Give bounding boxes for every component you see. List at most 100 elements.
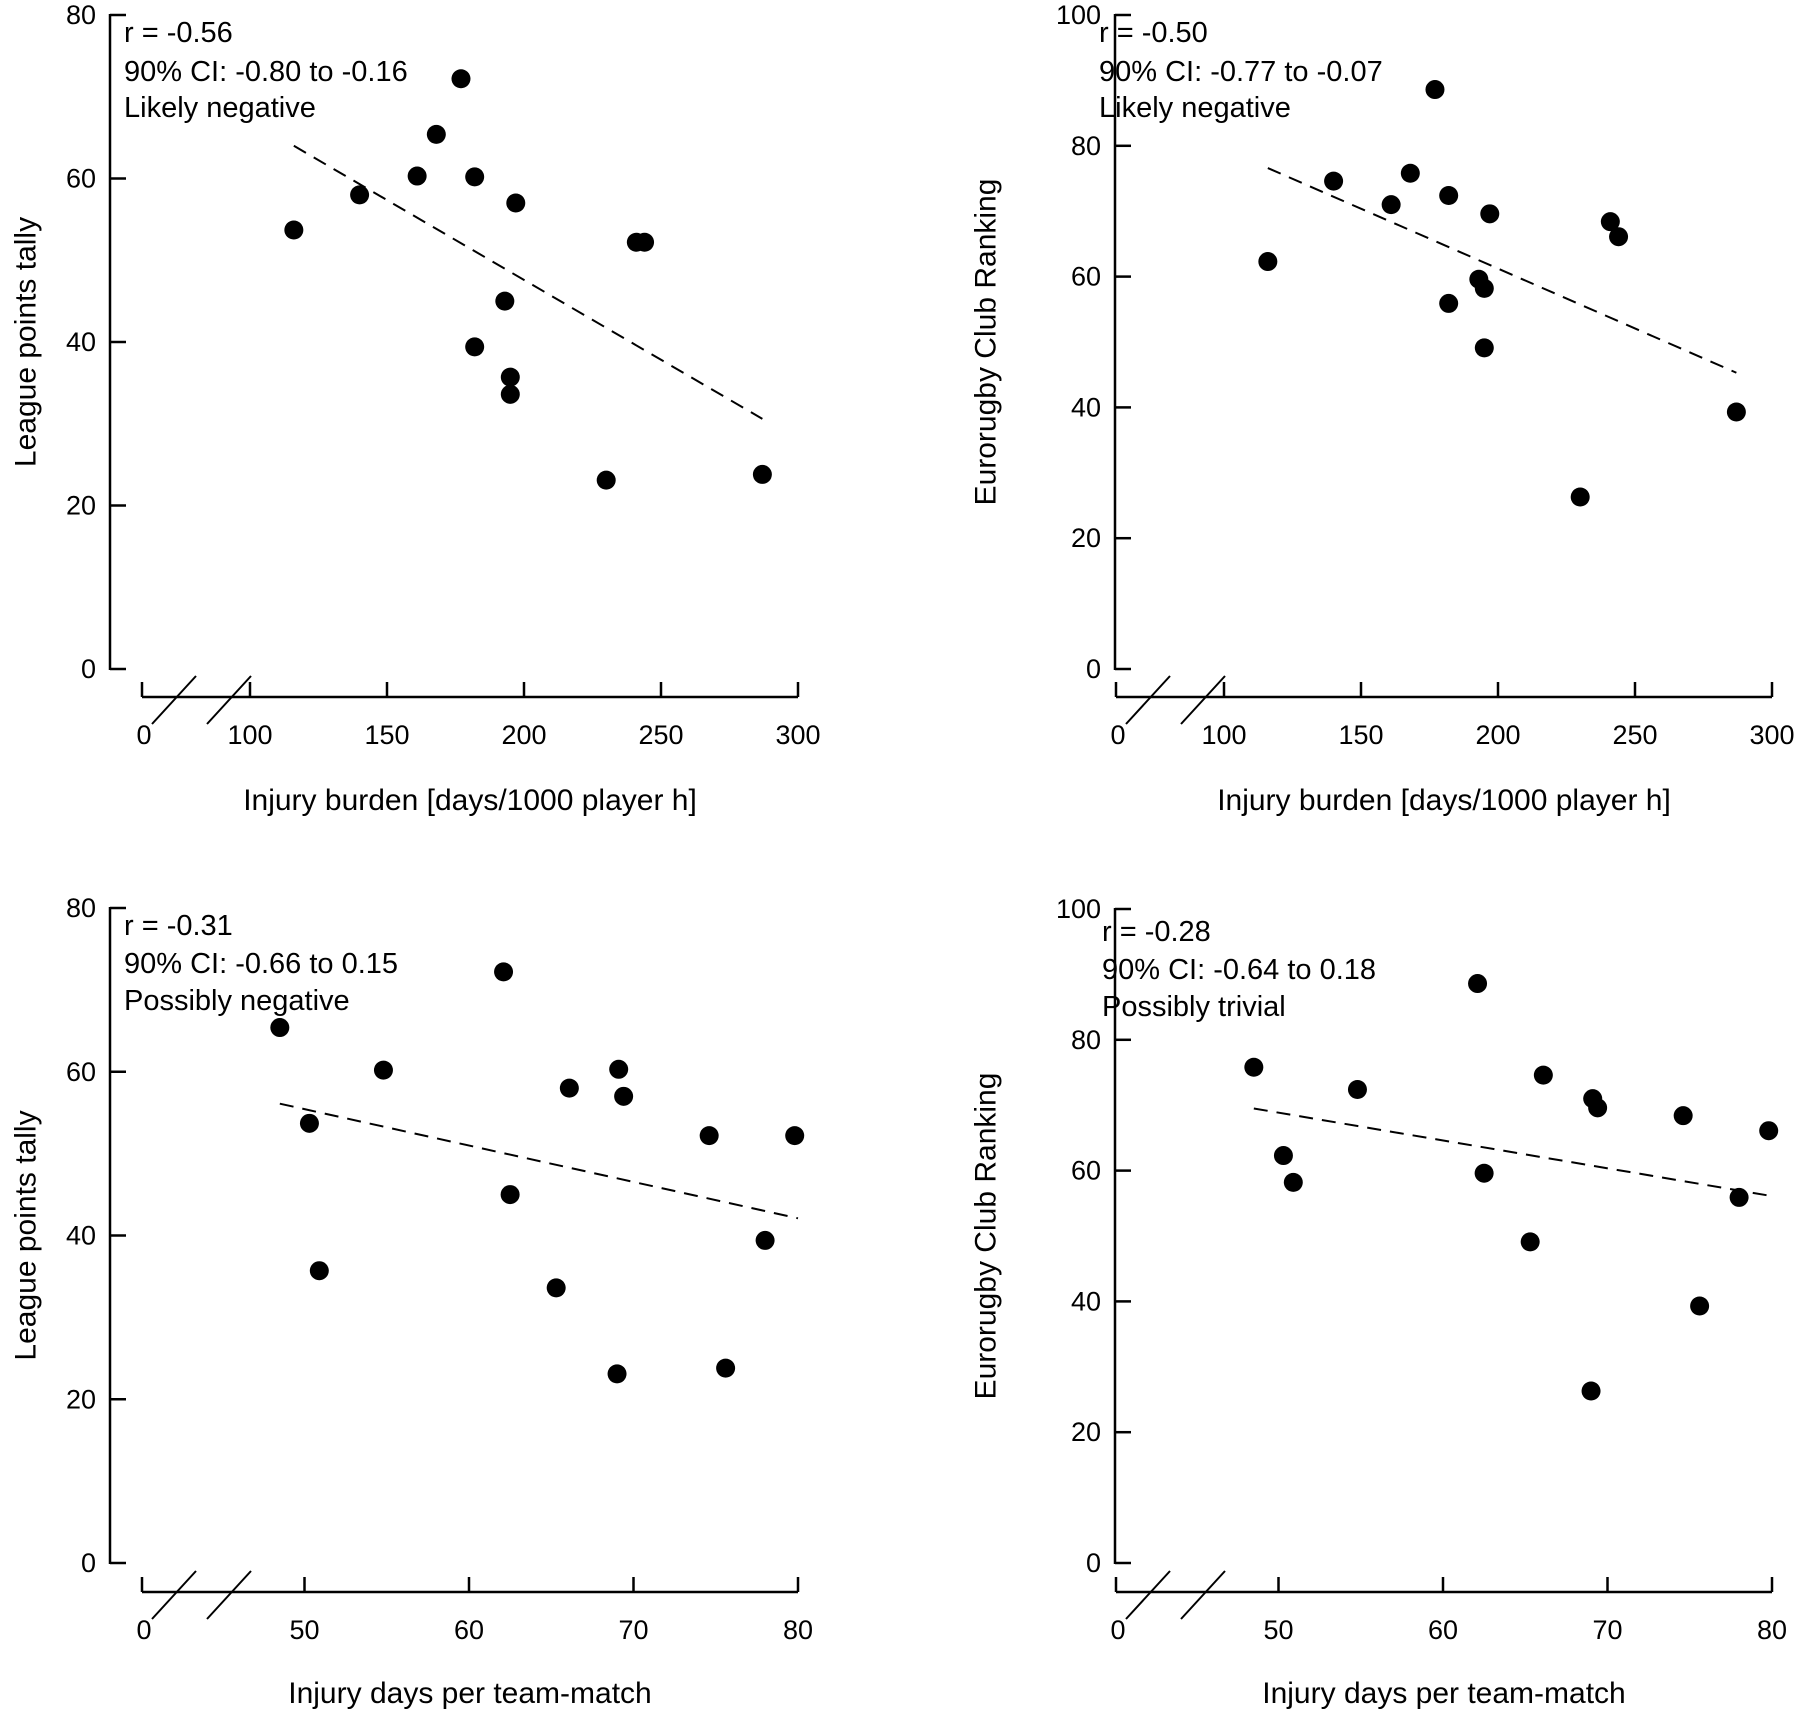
data-point xyxy=(614,1086,634,1106)
data-point xyxy=(407,166,427,186)
data-point xyxy=(495,291,515,311)
data-point xyxy=(546,1278,566,1298)
axis-break-mark xyxy=(1180,1570,1226,1620)
data-point xyxy=(1439,293,1459,313)
data-point xyxy=(1729,1187,1749,1207)
data-point xyxy=(1324,171,1344,191)
data-point xyxy=(1690,1296,1710,1316)
x-tick-label-zero: 0 xyxy=(136,720,151,750)
y-axis-label: League points tally xyxy=(10,1110,43,1360)
data-point xyxy=(635,232,655,252)
stats-annotation-line: Possibly negative xyxy=(124,985,350,1017)
axis-break-mark xyxy=(1125,675,1171,725)
data-point xyxy=(785,1126,805,1146)
chart-panel-b: 0 20 40 60 80 100 0 100 150 200 250 300 Injury burde… xyxy=(970,0,1795,817)
y-tick-label: 80 xyxy=(66,893,96,923)
y-tick-label: 20 xyxy=(1071,523,1101,553)
x-tick-label: 250 xyxy=(1612,720,1657,750)
x-tick-label: 100 xyxy=(227,720,272,750)
y-axis-label: Eurorugby Club Ranking xyxy=(970,179,1003,506)
data-point xyxy=(1400,163,1420,183)
x-tick-label-zero: 0 xyxy=(1110,1615,1125,1645)
y-tick-label: 80 xyxy=(1071,1025,1101,1055)
chart-panel-d: 0 20 40 60 80 100 0 50 60 70 80 Injury days per tea… xyxy=(970,894,1788,1710)
y-tick-label: 0 xyxy=(1086,654,1101,684)
x-tick-label: 150 xyxy=(364,720,409,750)
data-point xyxy=(1600,212,1620,232)
axis-break-mark xyxy=(206,1570,252,1620)
stats-annotation-line: Likely negative xyxy=(124,92,316,124)
y-tick-label: 20 xyxy=(66,491,96,521)
data-point xyxy=(1258,252,1278,272)
x-tick-label: 50 xyxy=(289,1615,319,1645)
data-point xyxy=(500,384,520,404)
x-tick-label: 70 xyxy=(618,1615,648,1645)
axis-break-mark xyxy=(1180,675,1226,725)
y-tick-label: 20 xyxy=(1071,1417,1101,1447)
data-point xyxy=(299,1113,319,1133)
stats-annotation-line: Likely negative xyxy=(1099,92,1291,124)
x-tick-label: 60 xyxy=(454,1615,484,1645)
stats-annotation-line: 90% CI: -0.77 to -0.07 xyxy=(1099,56,1383,88)
data-point xyxy=(506,193,526,213)
y-tick-label: 40 xyxy=(1071,1286,1101,1316)
data-point xyxy=(1759,1121,1779,1141)
x-tick-label: 250 xyxy=(638,720,683,750)
data-point xyxy=(426,124,446,144)
y-tick-label: 60 xyxy=(1071,262,1101,292)
trend-line xyxy=(279,1102,799,1220)
stats-annotation-line: r = -0.50 xyxy=(1099,17,1208,49)
y-tick-label: 60 xyxy=(66,164,96,194)
data-point xyxy=(1468,974,1488,994)
y-tick-label: 40 xyxy=(66,327,96,357)
data-point xyxy=(1273,1146,1293,1166)
x-tick-label-zero: 0 xyxy=(1110,720,1125,750)
x-tick-label: 80 xyxy=(1757,1615,1787,1645)
data-point xyxy=(1673,1106,1693,1126)
stats-annotation-line: 90% CI: -0.64 to 0.18 xyxy=(1102,954,1376,986)
data-point xyxy=(755,1230,775,1250)
data-point xyxy=(309,1261,329,1281)
x-tick-label: 80 xyxy=(783,1615,813,1645)
x-tick-label: 150 xyxy=(1338,720,1383,750)
stats-annotation-line: 90% CI: -0.66 to 0.15 xyxy=(124,948,398,980)
x-tick-label: 200 xyxy=(1475,720,1520,750)
data-point xyxy=(373,1060,393,1080)
stats-annotation-line: Possibly trivial xyxy=(1102,991,1286,1023)
stats-annotation-line: r = -0.56 xyxy=(124,17,233,49)
stats-annotation-line: r = -0.31 xyxy=(124,910,233,942)
data-point xyxy=(1474,278,1494,298)
y-tick-label: 80 xyxy=(66,0,96,30)
x-tick-label: 200 xyxy=(501,720,546,750)
y-tick-label: 0 xyxy=(81,1548,96,1578)
y-tick-label: 100 xyxy=(1056,0,1101,30)
axis-break-mark xyxy=(206,675,252,725)
y-axis-label: Eurorugby Club Ranking xyxy=(970,1073,1003,1400)
x-tick-label: 60 xyxy=(1428,1615,1458,1645)
x-tick-label-zero: 0 xyxy=(136,1615,151,1645)
y-tick-label: 20 xyxy=(66,1384,96,1414)
chart-panel-a: 0 20 40 60 80 0 100 150 200 250 300 Injury burden [… xyxy=(10,0,821,817)
trend-line xyxy=(1253,1107,1773,1198)
x-axis-label: Injury burden [days/1000 player h] xyxy=(243,784,697,817)
data-point xyxy=(284,220,304,240)
data-point xyxy=(1283,1172,1303,1192)
chart-panel-c: 0 20 40 60 80 0 50 60 70 80 Injury days per team-m… xyxy=(10,893,814,1710)
trend-line xyxy=(1267,167,1737,374)
data-point xyxy=(1381,195,1401,215)
data-point xyxy=(1347,1080,1367,1100)
data-point xyxy=(752,464,772,484)
data-point xyxy=(451,69,471,89)
data-point xyxy=(1474,1163,1494,1183)
data-point xyxy=(1588,1098,1608,1118)
y-tick-label: 80 xyxy=(1071,131,1101,161)
data-point xyxy=(1425,80,1445,100)
x-tick-label: 50 xyxy=(1263,1615,1293,1645)
data-point xyxy=(1533,1065,1553,1085)
x-axis-label: Injury days per team-match xyxy=(288,1677,651,1710)
data-point xyxy=(500,1185,520,1205)
data-point xyxy=(1244,1057,1264,1077)
y-tick-label: 40 xyxy=(66,1221,96,1251)
data-point xyxy=(1480,204,1500,224)
